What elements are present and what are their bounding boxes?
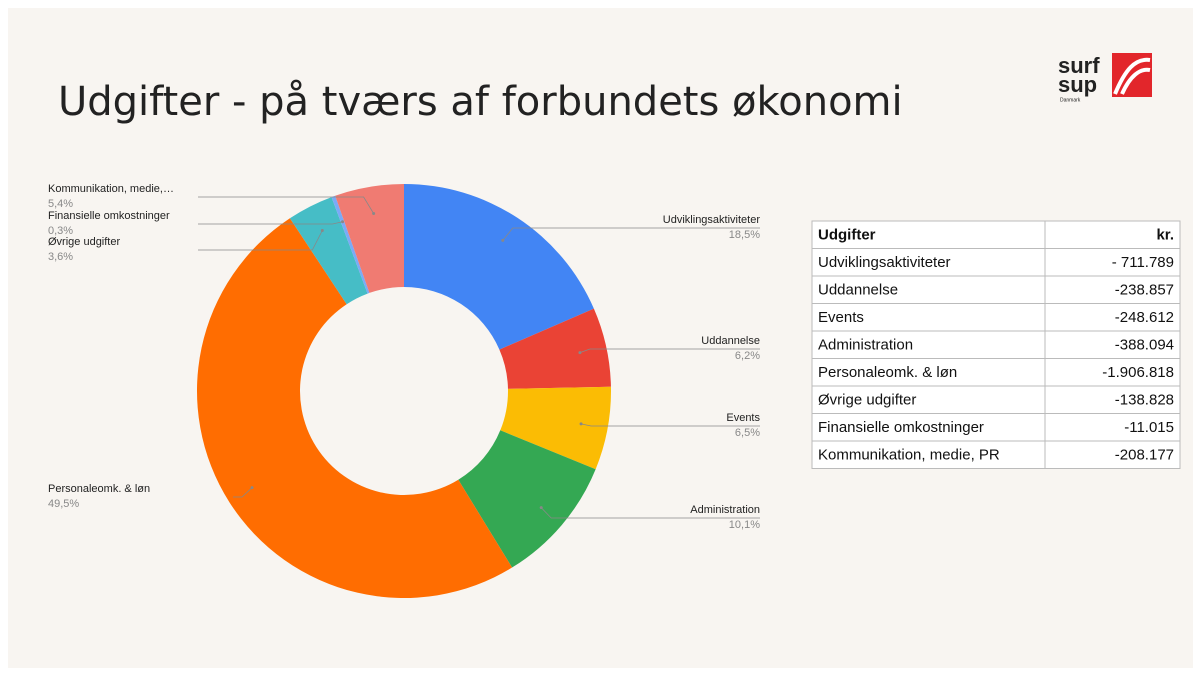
leader-line xyxy=(198,221,343,225)
donut-slice xyxy=(331,195,370,294)
table-cell: Øvrige udgifter xyxy=(818,392,916,409)
table-cell: Finansielle omkostninger xyxy=(818,419,984,436)
leader-dot xyxy=(320,229,324,233)
slice-label: Kommunikation, medie,… xyxy=(48,183,174,195)
slice-value-label: 6,5% xyxy=(735,427,760,439)
donut-slice xyxy=(458,430,596,568)
leader-line xyxy=(198,196,374,214)
leader-line xyxy=(579,348,760,353)
leader-line xyxy=(233,487,253,498)
slice-label: Udviklingsaktiviteter xyxy=(663,214,761,226)
slice-value-label: 10,1% xyxy=(729,519,760,531)
table-body xyxy=(811,220,1181,469)
table-cell: -248.612 xyxy=(1115,309,1174,326)
table-cell: Kommunikation, medie, PR xyxy=(818,447,1000,464)
slice-label: Personaleomk. & løn xyxy=(48,483,150,495)
logo-text: sup xyxy=(1058,72,1097,97)
slice-value-label: 0,3% xyxy=(48,225,73,237)
slide-title: Udgifter - på tværs af forbundets økonom… xyxy=(58,79,903,125)
leader-line xyxy=(540,507,760,519)
slice-value-label: 49,5% xyxy=(48,498,79,510)
table-cell: -388.094 xyxy=(1115,337,1174,354)
table-cell: Personaleomk. & løn xyxy=(818,364,957,381)
leader-line xyxy=(198,230,323,251)
table-cell: Events xyxy=(818,309,864,326)
leader-dot xyxy=(578,351,582,355)
donut-slice xyxy=(500,386,611,470)
leader-dot xyxy=(250,486,254,490)
slice-label: Øvrige udgifter xyxy=(48,236,120,248)
donut-slice xyxy=(499,308,611,389)
donut-slice xyxy=(404,184,594,350)
table-cell: -238.857 xyxy=(1115,282,1174,299)
leader-dot xyxy=(539,506,543,510)
logo-text: surf xyxy=(1058,53,1100,78)
table: Udgifter kr. Udviklingsaktiviteter - 711.78… xyxy=(811,220,1181,469)
logo: surf sup Danmark xyxy=(1058,53,1152,103)
logo-wave xyxy=(1113,57,1151,95)
slice-value-label: 5,4% xyxy=(48,198,73,210)
leader-dot xyxy=(372,211,376,215)
logo-sub: Danmark xyxy=(1060,97,1081,103)
table-cell: -138.828 xyxy=(1115,392,1174,409)
table-cell: -1.906.818 xyxy=(1102,364,1174,381)
table-cell: -208.177 xyxy=(1115,447,1174,464)
table-cell: kr. xyxy=(1156,227,1174,244)
slice-label: Finansielle omkostninger xyxy=(48,210,170,222)
table-cell: Udgifter xyxy=(818,227,876,244)
table-cell: Uddannelse xyxy=(818,282,898,299)
slice-value-label: 6,2% xyxy=(735,350,760,362)
donut-slice xyxy=(335,184,404,293)
table-cell: Udviklingsaktiviteter xyxy=(818,254,951,271)
slice-label: Events xyxy=(726,412,760,424)
table-cell: - 711.789 xyxy=(1112,254,1174,271)
leader-dot xyxy=(341,220,345,224)
leader-line xyxy=(502,227,760,241)
table-cell: Administration xyxy=(818,337,913,354)
donut-slice xyxy=(196,218,513,599)
leader-line xyxy=(580,423,760,427)
leader-dot xyxy=(579,422,583,426)
slice-value-label: 18,5% xyxy=(729,229,760,241)
slice-label: Uddannelse xyxy=(701,335,760,347)
slice-label: Administration xyxy=(690,504,760,516)
slice-value-label: 3,6% xyxy=(48,251,73,263)
table-cell: -11.015 xyxy=(1124,419,1174,436)
leader-dot xyxy=(501,238,505,242)
